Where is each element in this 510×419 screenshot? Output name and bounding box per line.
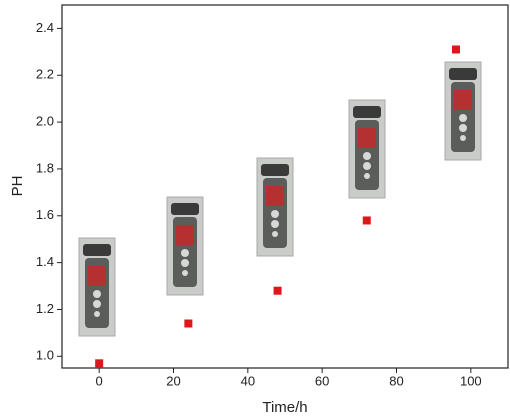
y-tick-label: 1.8 — [36, 160, 54, 175]
x-tick-label: 60 — [315, 373, 329, 388]
data-point — [184, 319, 193, 328]
y-tick-label: 2.4 — [36, 20, 54, 35]
y-tick-label: 2.0 — [36, 114, 54, 129]
y-tick-label: 1.2 — [36, 301, 54, 316]
y-tick-label: 1.4 — [36, 254, 54, 269]
meter-photo — [166, 196, 204, 296]
data-point — [451, 45, 460, 54]
x-tick-label: 40 — [241, 373, 255, 388]
x-tick-label: 20 — [166, 373, 180, 388]
meter-photo — [444, 61, 482, 161]
y-tick-label: 1.0 — [36, 348, 54, 363]
photo-insets — [78, 61, 482, 337]
data-point — [273, 286, 282, 295]
meter-photo — [78, 237, 116, 337]
x-tick-label: 80 — [389, 373, 403, 388]
y-axis-title: PH — [9, 176, 26, 197]
x-tick-label: 100 — [460, 373, 482, 388]
plot-frame — [61, 4, 509, 369]
y-tick-label: 2.2 — [36, 67, 54, 82]
y-tick-label: 1.6 — [36, 207, 54, 222]
data-point — [362, 216, 371, 225]
data-point — [95, 359, 104, 368]
meter-photo — [256, 157, 294, 257]
x-tick-label: 0 — [96, 373, 103, 388]
x-axis-title: Time/h — [262, 399, 307, 416]
meter-photo — [348, 99, 386, 199]
